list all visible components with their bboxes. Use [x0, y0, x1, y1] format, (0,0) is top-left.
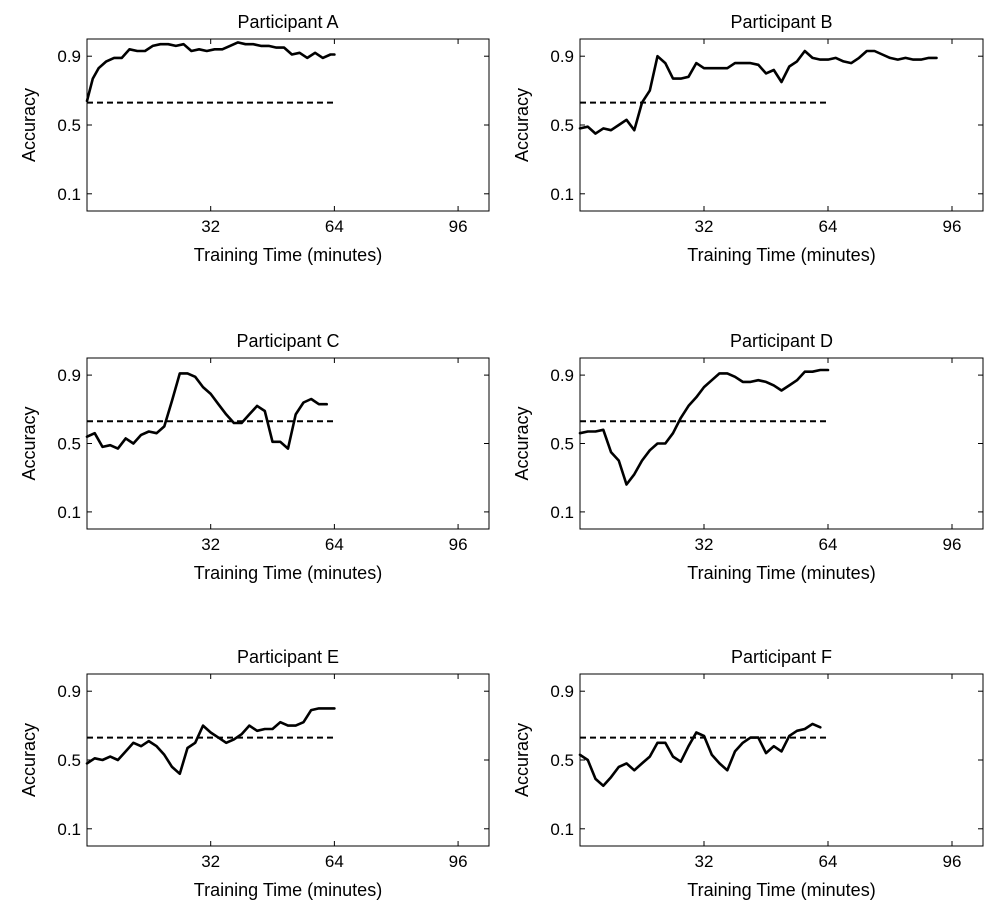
- panel-title: Participant E: [237, 647, 339, 667]
- y-tick-label: 0.9: [550, 682, 574, 701]
- y-axis-label: Accuracy: [19, 406, 39, 480]
- x-tick-label: 96: [943, 535, 962, 554]
- panel-b: Participant B 32 64 96 0.9 0.5 0.1 Training Tim…: [512, 12, 984, 265]
- x-tick-label: 64: [325, 217, 344, 236]
- y-tick-label: 0.9: [550, 47, 574, 66]
- y-tick-label: 0.5: [550, 116, 574, 135]
- y-tick-label: 0.5: [57, 751, 81, 770]
- x-tick-label: 32: [695, 852, 714, 871]
- x-axis-label: Training Time (minutes): [194, 563, 382, 583]
- x-tick-label: 96: [943, 217, 962, 236]
- y-axis-label: Accuracy: [512, 723, 532, 797]
- y-tick-label: 0.5: [57, 435, 81, 454]
- x-axis-label: Training Time (minutes): [687, 245, 875, 265]
- y-tick-label: 0.1: [550, 503, 574, 522]
- x-axis-label: Training Time (minutes): [687, 563, 875, 583]
- x-tick-label: 96: [449, 217, 468, 236]
- panel-title: Participant A: [237, 12, 338, 32]
- y-tick-label: 0.9: [550, 366, 574, 385]
- panel-title: Participant F: [731, 647, 832, 667]
- x-tick-label: 96: [449, 852, 468, 871]
- axes-frame: [579, 38, 984, 212]
- x-tick-label: 32: [201, 535, 220, 554]
- y-tick-label: 0.5: [550, 751, 574, 770]
- accuracy-line: [85, 41, 336, 103]
- axes-frame: [86, 673, 490, 847]
- y-axis-label: Accuracy: [19, 723, 39, 797]
- axes-frame: [579, 673, 984, 847]
- x-tick-label: 64: [819, 852, 838, 871]
- x-tick-label: 64: [325, 852, 344, 871]
- y-axis-label: Accuracy: [512, 406, 532, 480]
- y-tick-label: 0.9: [57, 366, 81, 385]
- accuracy-line: [578, 368, 830, 486]
- panel-f: Participant F 32 64 96 0.9 0.5 0.1 Training Tim…: [512, 647, 984, 900]
- x-tick-label: 32: [695, 217, 714, 236]
- panel-title: Participant C: [236, 331, 339, 351]
- y-tick-label: 0.1: [550, 820, 574, 839]
- accuracy-line: [85, 707, 336, 776]
- x-tick-label: 96: [943, 852, 962, 871]
- accuracy-line: [85, 372, 329, 450]
- y-axis-label: Accuracy: [512, 88, 532, 162]
- y-tick-label: 0.5: [57, 116, 81, 135]
- y-tick-label: 0.1: [57, 185, 81, 204]
- panel-a: Participant A 32 64 96 0.9 0.5 0.1 Training Tim…: [19, 12, 490, 265]
- x-axis-label: Training Time (minutes): [194, 245, 382, 265]
- y-tick-label: 0.1: [57, 503, 81, 522]
- axes-frame: [86, 38, 490, 212]
- axes-frame: [579, 357, 984, 530]
- panel-d: Participant D 32 64 96 0.9 0.5 0.1 Training Tim…: [512, 331, 984, 583]
- y-tick-label: 0.9: [57, 682, 81, 701]
- x-tick-label: 96: [449, 535, 468, 554]
- panel-c: Participant C 32 64 96 0.9 0.5 0.1 Training Tim…: [19, 331, 490, 583]
- y-tick-label: 0.1: [550, 185, 574, 204]
- y-tick-label: 0.9: [57, 47, 81, 66]
- y-tick-label: 0.5: [550, 435, 574, 454]
- panel-title: Participant B: [730, 12, 832, 32]
- x-tick-label: 64: [819, 535, 838, 554]
- x-axis-label: Training Time (minutes): [194, 880, 382, 900]
- x-tick-label: 32: [201, 217, 220, 236]
- accuracy-line: [578, 722, 822, 788]
- x-tick-label: 32: [201, 852, 220, 871]
- x-axis-label: Training Time (minutes): [687, 880, 875, 900]
- x-tick-label: 64: [819, 217, 838, 236]
- y-tick-label: 0.1: [57, 820, 81, 839]
- y-axis-label: Accuracy: [19, 88, 39, 162]
- x-tick-label: 32: [695, 535, 714, 554]
- x-tick-label: 64: [325, 535, 344, 554]
- panel-e: Participant E 32 64 96 0.9 0.5 0.1 Training Tim…: [19, 647, 490, 900]
- accuracy-line: [578, 49, 938, 135]
- panel-title: Participant D: [730, 331, 833, 351]
